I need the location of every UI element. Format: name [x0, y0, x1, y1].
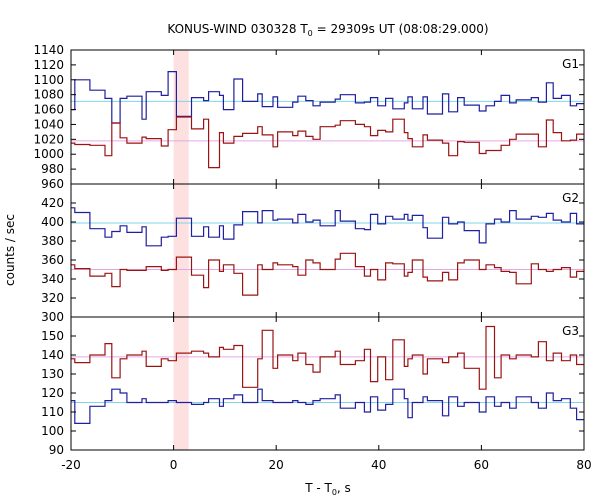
panel-frame — [70, 183, 585, 318]
x-tick-label: 60 — [474, 458, 489, 472]
count-rate-series-line — [71, 116, 584, 169]
y-tick-label: 1080 — [33, 88, 64, 102]
x-tick-label: -20 — [61, 458, 81, 472]
y-tick-label: 300 — [41, 310, 64, 324]
y-tick-label: 1120 — [33, 58, 64, 72]
y-tick-label: 1140 — [33, 43, 64, 57]
y-tick-label: 1060 — [33, 103, 64, 117]
panel-label: G2 — [562, 191, 579, 205]
y-tick-label: 960 — [41, 177, 64, 191]
count-rate-series-line — [71, 252, 584, 296]
count-rate-series-line — [71, 71, 584, 124]
y-tick-label: 140 — [41, 348, 64, 362]
panel-label: G1 — [562, 57, 579, 71]
y-tick-label: 130 — [41, 367, 64, 381]
panel-frame — [70, 316, 585, 451]
y-tick-label: 1040 — [33, 117, 64, 131]
y-tick-label: 110 — [41, 405, 64, 419]
y-tick-label: 400 — [41, 215, 64, 229]
x-tick-label: 80 — [576, 458, 591, 472]
x-tick-label: 40 — [371, 458, 386, 472]
count-rate-series-line — [71, 388, 584, 424]
panel-label: G3 — [562, 324, 579, 338]
y-tick-label: 420 — [41, 196, 64, 210]
y-tick-label: 1000 — [33, 147, 64, 161]
y-tick-label: 980 — [41, 162, 64, 176]
trigger-interval-band — [173, 317, 189, 450]
x-tick-label: 20 — [269, 458, 284, 472]
y-tick-label: 360 — [41, 253, 64, 267]
panels-layer: 96098010001020104010601080110011201140G1… — [33, 43, 591, 472]
y-axis-label: counts / sec — [3, 214, 17, 286]
trigger-interval-band — [173, 184, 189, 317]
y-tick-label: 100 — [41, 424, 64, 438]
panel-g2: 300 320 340 360 380 400 420 G2 — [41, 183, 585, 324]
y-tick-label: 380 — [41, 234, 64, 248]
panel-g3: 90 100 110 120 130 140 150 G3 — [41, 316, 585, 457]
x-axis-label: T - T0, s — [304, 481, 351, 497]
y-tick-label: 1020 — [33, 132, 64, 146]
y-tick-label: 90 — [49, 443, 64, 457]
y-tick-label: 320 — [41, 291, 64, 305]
y-tick-label: 120 — [41, 386, 64, 400]
panel-frame — [70, 49, 585, 185]
x-tick-label: 0 — [170, 458, 178, 472]
chart-title: KONUS-WIND 030328 T0 = 29309s UT (08:08:… — [167, 22, 488, 38]
count-rate-series-line — [71, 207, 584, 247]
y-tick-label: 150 — [41, 329, 64, 343]
count-rate-series-line — [71, 325, 584, 390]
y-tick-label: 1100 — [33, 73, 64, 87]
y-tick-label: 340 — [41, 272, 64, 286]
